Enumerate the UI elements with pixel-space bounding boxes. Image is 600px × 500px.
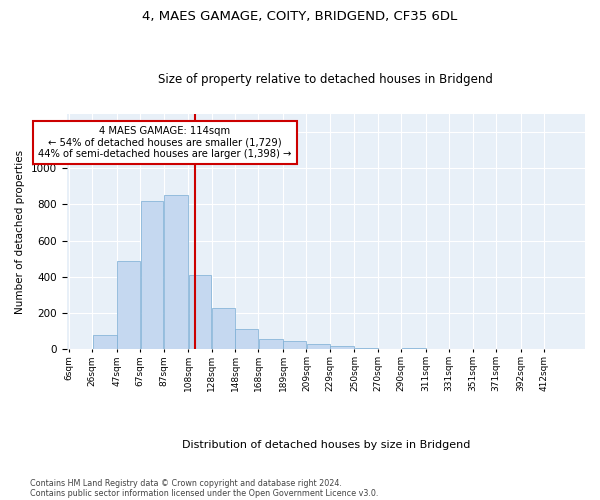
Bar [235,330,258,349]
Bar [164,195,188,350]
Text: 4, MAES GAMAGE, COITY, BRIDGEND, CF35 6DL: 4, MAES GAMAGE, COITY, BRIDGEND, CF35 6D… [142,10,458,23]
Bar [69,348,92,350]
Bar [188,275,211,349]
Bar [92,335,116,349]
Bar [355,348,377,350]
Bar [473,348,496,350]
Bar [140,200,163,350]
Bar [426,348,449,350]
X-axis label: Distribution of detached houses by size in Bridgend: Distribution of detached houses by size … [182,440,470,450]
Bar [212,308,235,350]
Text: Contains HM Land Registry data © Crown copyright and database right 2024.: Contains HM Land Registry data © Crown c… [30,478,342,488]
Bar [401,348,425,350]
Text: 4 MAES GAMAGE: 114sqm
← 54% of detached houses are smaller (1,729)
44% of semi-d: 4 MAES GAMAGE: 114sqm ← 54% of detached … [38,126,292,160]
Bar [259,338,283,349]
Text: Contains public sector information licensed under the Open Government Licence v3: Contains public sector information licen… [30,488,379,498]
Y-axis label: Number of detached properties: Number of detached properties [15,150,25,314]
Bar [330,346,354,350]
Bar [521,348,544,350]
Bar [378,348,401,350]
Bar [283,342,306,349]
Title: Size of property relative to detached houses in Bridgend: Size of property relative to detached ho… [158,73,493,86]
Bar [307,344,329,350]
Bar [117,260,140,350]
